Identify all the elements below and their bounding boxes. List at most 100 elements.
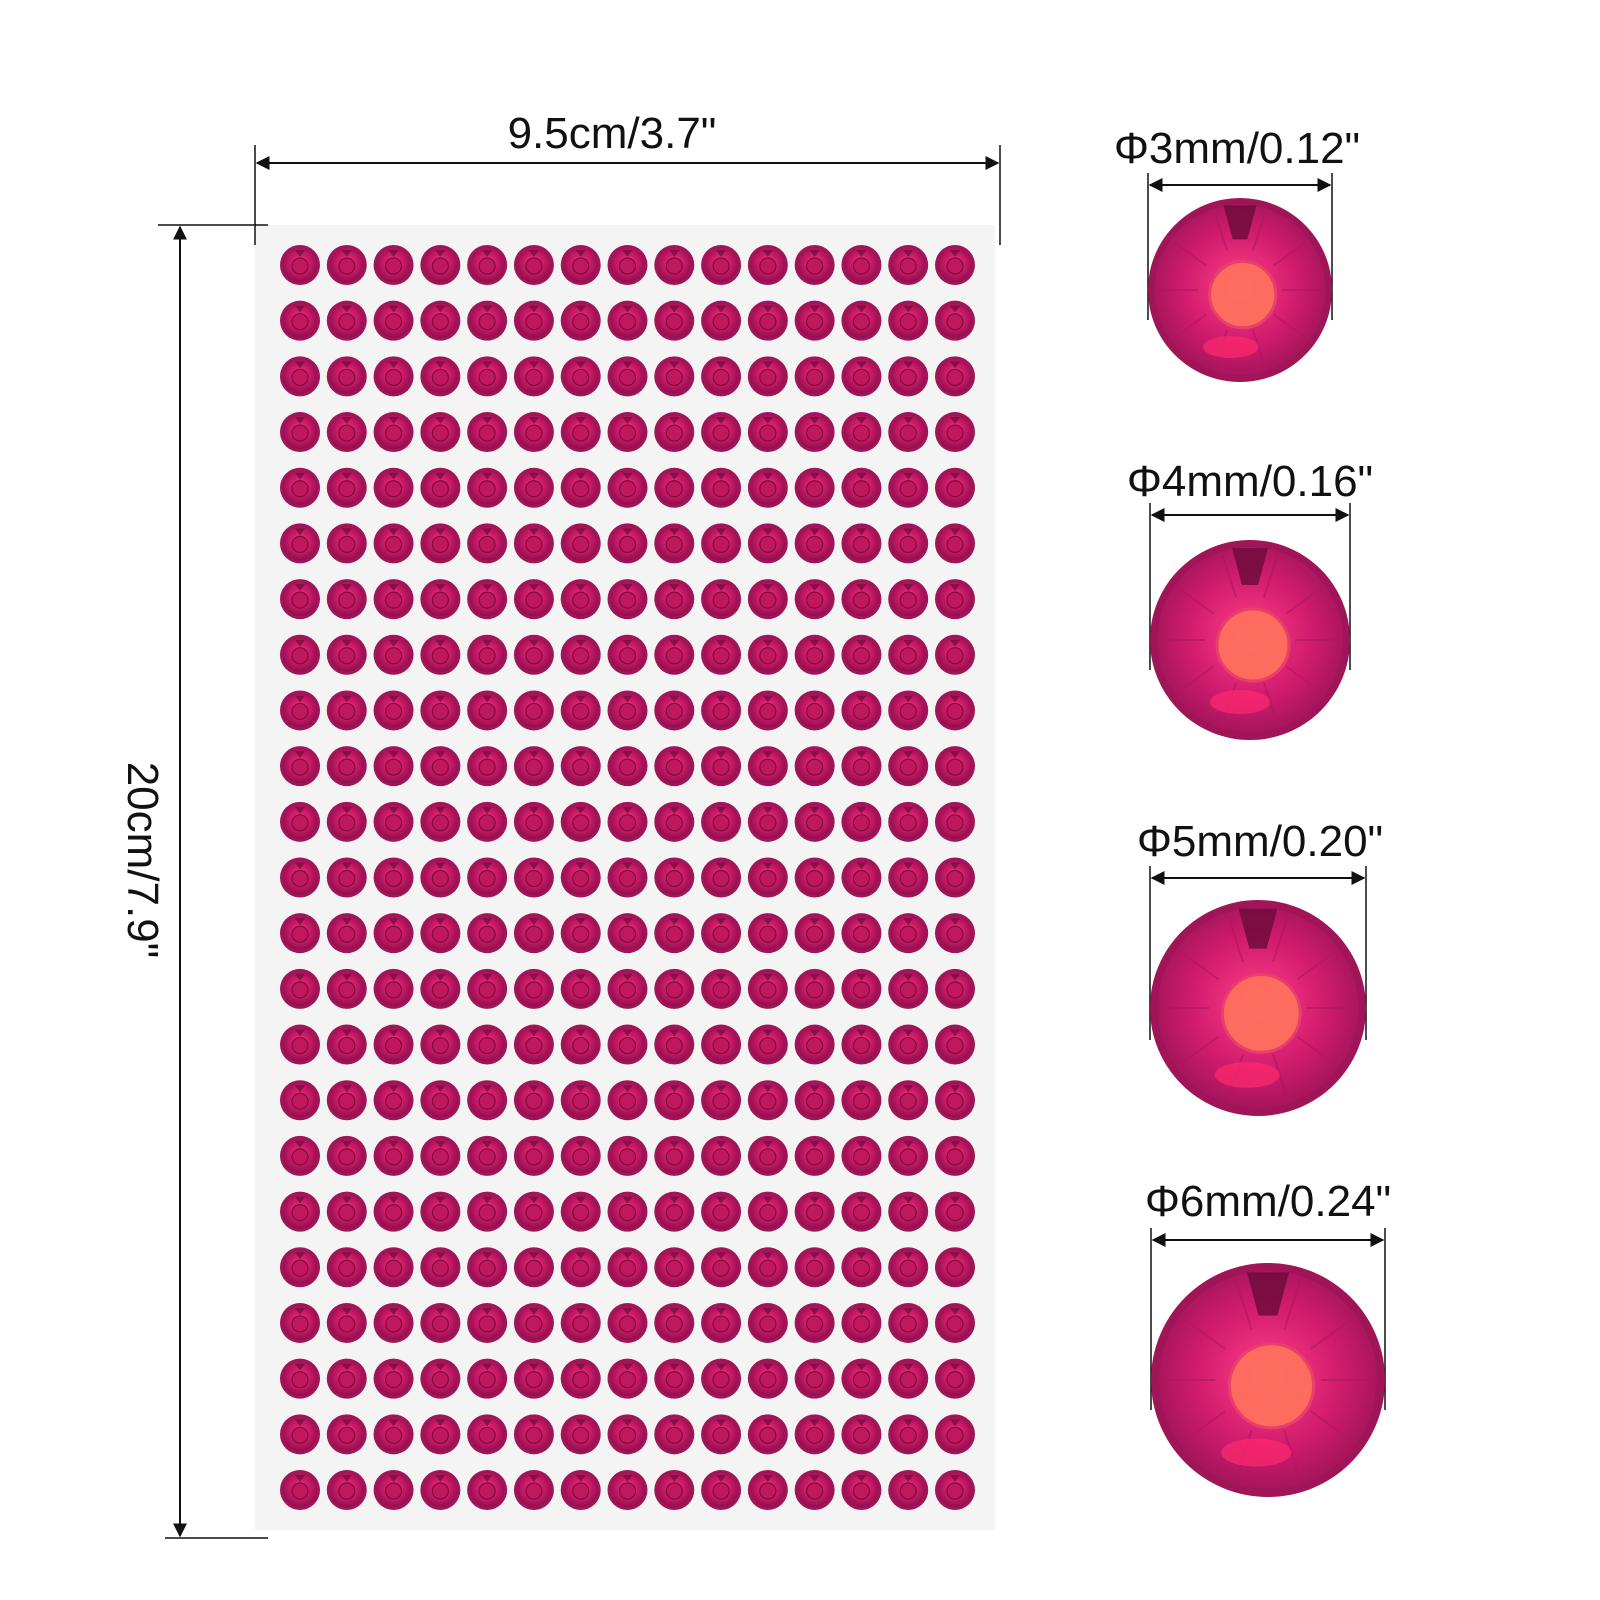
height-label: 20cm/7.9" [118, 761, 167, 959]
rhinestone [888, 1191, 929, 1232]
rhinestone [420, 523, 461, 564]
rhinestone [467, 968, 508, 1009]
rhinestone [513, 913, 554, 954]
rhinestone [888, 913, 929, 954]
rhinestone [794, 1247, 835, 1288]
rhinestone [654, 412, 695, 453]
size-sample-3mm [1147, 173, 1333, 382]
rhinestone [935, 968, 975, 1009]
rhinestone [935, 857, 975, 898]
rhinestone [888, 245, 929, 285]
rhinestone [841, 913, 882, 954]
rhinestone [467, 1302, 508, 1343]
rhinestone [513, 412, 554, 453]
rhinestone [701, 523, 742, 564]
rhinestone [794, 523, 835, 564]
rhinestone [794, 1080, 835, 1121]
rhinestone [467, 1191, 508, 1232]
rhinestone [841, 801, 882, 842]
rhinestone [420, 1470, 461, 1510]
rhinestone [560, 356, 601, 397]
rhinestone [794, 1135, 835, 1176]
rhinestone [701, 1247, 742, 1288]
rhinestone [841, 690, 882, 731]
rhinestone [935, 467, 975, 508]
rhinestone [326, 690, 367, 731]
rhinestone [607, 857, 648, 898]
rhinestone [373, 746, 414, 787]
rhinestone [841, 412, 882, 453]
rhinestone [280, 412, 320, 453]
rhinestone [701, 1358, 742, 1399]
rhinestone [747, 857, 788, 898]
rhinestone [280, 1470, 320, 1510]
rhinestone [326, 801, 367, 842]
rhinestone [326, 467, 367, 508]
rhinestone [794, 801, 835, 842]
rhinestone [373, 1470, 414, 1510]
rhinestone [326, 968, 367, 1009]
rhinestone [420, 356, 461, 397]
rhinestone [701, 913, 742, 954]
rhinestone [794, 1302, 835, 1343]
rhinestone [513, 634, 554, 675]
rhinestone [747, 245, 788, 285]
rhinestone [935, 1302, 975, 1343]
rhinestone [935, 245, 975, 285]
rhinestone [841, 746, 882, 787]
rhinestone [935, 523, 975, 564]
rhinestone [326, 913, 367, 954]
rhinestone [935, 801, 975, 842]
rhinestone [280, 746, 320, 787]
rhinestone [513, 245, 554, 285]
rhinestone [794, 1414, 835, 1455]
rhinestone [654, 245, 695, 285]
width-dimension [254, 145, 1001, 245]
rhinestone [794, 245, 835, 285]
rhinestone [373, 1302, 414, 1343]
rhinestone [654, 579, 695, 620]
rhinestone [935, 1414, 975, 1455]
rhinestone [420, 634, 461, 675]
rhinestone [560, 523, 601, 564]
rhinestone [841, 1080, 882, 1121]
rhinestone [420, 1191, 461, 1232]
rhinestone [701, 1302, 742, 1343]
rhinestone [326, 300, 367, 341]
rhinestone [654, 1024, 695, 1065]
rhinestone [747, 634, 788, 675]
rhinestone [747, 801, 788, 842]
rhinestone [888, 801, 929, 842]
rhinestone [280, 523, 320, 564]
rhinestone-grid [280, 245, 975, 1510]
rhinestone [326, 634, 367, 675]
rhinestone [794, 690, 835, 731]
rhinestone [747, 1302, 788, 1343]
rhinestone [888, 523, 929, 564]
rhinestone [935, 412, 975, 453]
rhinestone [513, 1302, 554, 1343]
rhinestone [560, 634, 601, 675]
rhinestone [888, 968, 929, 1009]
rhinestone [841, 1135, 882, 1176]
rhinestone [888, 746, 929, 787]
rhinestone [373, 356, 414, 397]
rhinestone [560, 1414, 601, 1455]
rhinestone [654, 1135, 695, 1176]
rhinestone [326, 746, 367, 787]
rhinestone [747, 690, 788, 731]
rhinestone [841, 1191, 882, 1232]
rhinestone [841, 579, 882, 620]
rhinestone [420, 1247, 461, 1288]
rhinestone [420, 467, 461, 508]
rhinestone [467, 1470, 508, 1510]
rhinestone [326, 523, 367, 564]
size-sample-6mm [1150, 1228, 1386, 1497]
rhinestone [841, 968, 882, 1009]
rhinestone [747, 1135, 788, 1176]
rhinestone [280, 245, 320, 285]
rhinestone [607, 1024, 648, 1065]
rhinestone [794, 412, 835, 453]
rhinestone [326, 1302, 367, 1343]
rhinestone [701, 1414, 742, 1455]
